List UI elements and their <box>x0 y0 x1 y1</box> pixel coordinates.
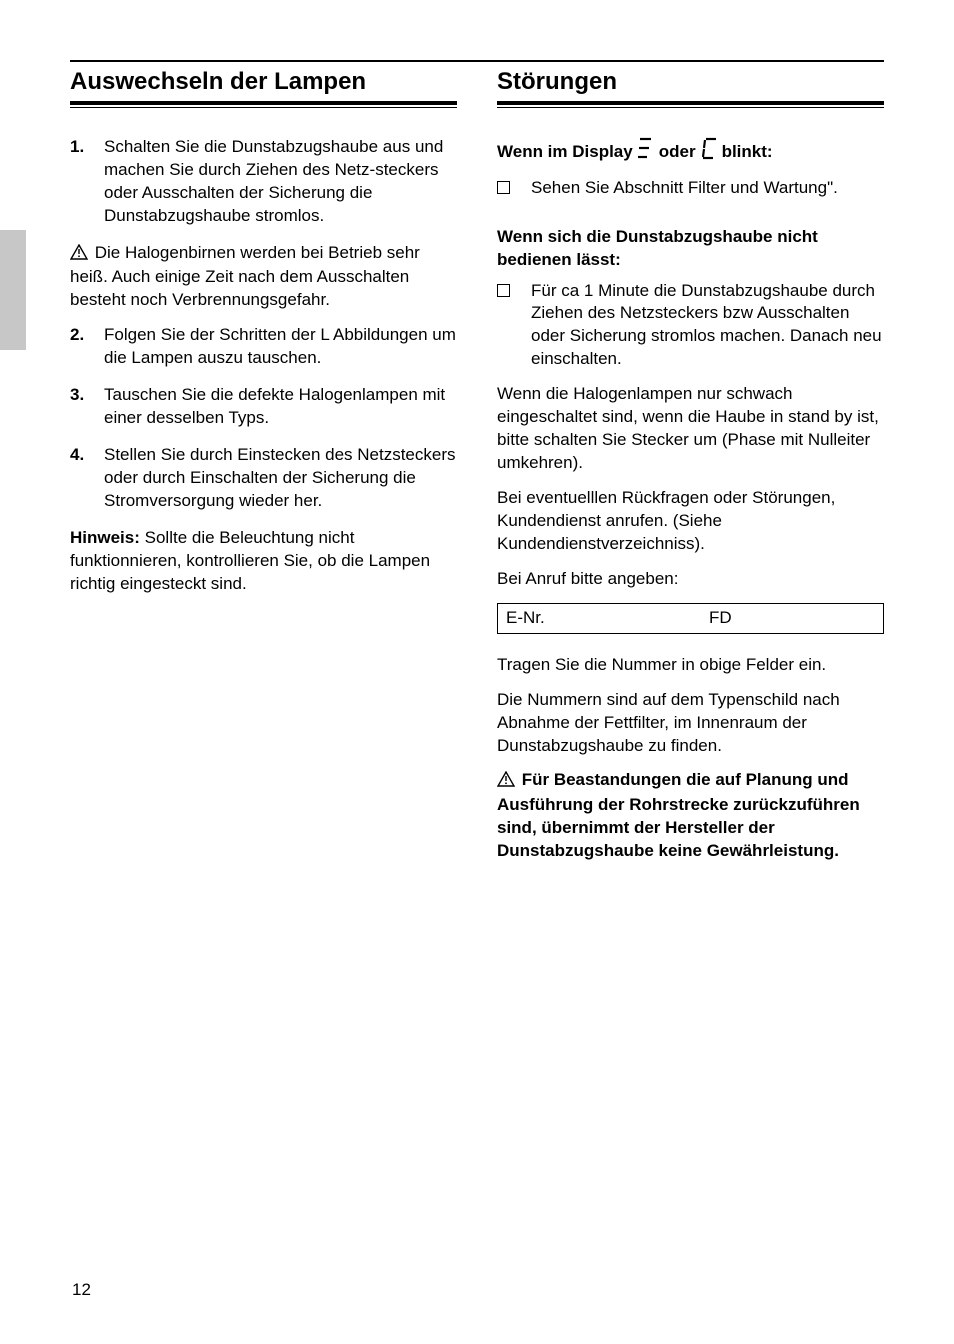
step-number: 1. <box>70 136 104 228</box>
warning-text: Für Beastandungen die auf Planung und Au… <box>497 770 860 860</box>
step-2: 2. Folgen Sie der Schritten der L Abbild… <box>70 324 457 370</box>
step-3: 3. Tauschen Sie die defekte Halogenlampe… <box>70 384 457 430</box>
subheading-no-operate: Wenn sich die Dunstabzugshaube nicht bed… <box>497 226 884 272</box>
steps-list-2: 2. Folgen Sie der Schritten der L Abbild… <box>70 324 457 513</box>
page-number: 12 <box>72 1280 91 1300</box>
step-text: Folgen Sie der Schritten der L Abbildung… <box>104 324 457 370</box>
subhead-text-a: Wenn im Display <box>497 141 633 164</box>
list-item: Sehen Sie Abschnitt Filter und Wartung". <box>497 177 884 200</box>
model-number-box: E-Nr. FD <box>497 603 884 634</box>
cell-fd: FD <box>709 607 875 630</box>
bullet-box-icon <box>497 177 531 200</box>
step-text: Tauschen Sie die defekte Halogenlampen m… <box>104 384 457 430</box>
step-number: 2. <box>70 324 104 370</box>
note-label: Hinweis: <box>70 528 140 547</box>
cell-enr: E-Nr. <box>506 607 709 630</box>
left-column: Auswechseln der Lampen 1. Schalten Sie d… <box>70 68 457 875</box>
rule-thick-left <box>70 101 457 105</box>
step-number: 3. <box>70 384 104 430</box>
list-item: Für ca 1 Minute die Dunstabzugshaube dur… <box>497 280 884 372</box>
paragraph: Die Nummern sind auf dem Typenschild nac… <box>497 689 884 758</box>
warning-text: Die Halogenbirnen werden bei Betrieb seh… <box>70 243 420 310</box>
bullet-list-2: Für ca 1 Minute die Dunstabzugshaube dur… <box>497 280 884 372</box>
bullet-box-icon <box>497 280 531 372</box>
segment-c-icon <box>700 136 718 169</box>
subhead-text-c: blinkt: <box>722 141 773 164</box>
table-row: E-Nr. FD <box>498 604 883 633</box>
bullet-text: Sehen Sie Abschnitt Filter und Wartung". <box>531 177 884 200</box>
steps-list-1: 1. Schalten Sie die Dunstabzugshaube aus… <box>70 136 457 228</box>
rule-thick-right <box>497 101 884 105</box>
step-4: 4. Stellen Sie durch Einstecken des Netz… <box>70 444 457 513</box>
paragraph: Bei Anruf bitte angeben: <box>497 568 884 591</box>
paragraph: Tragen Sie die Nummer in obige Felder ei… <box>497 654 884 677</box>
rule-thin-right <box>497 107 884 108</box>
step-text: Stellen Sie durch Einstecken des Netzste… <box>104 444 457 513</box>
heading-right: Störungen <box>497 68 884 97</box>
rule-thin-left <box>70 107 457 108</box>
subhead-text-b: oder <box>659 141 696 164</box>
side-tab <box>0 230 26 350</box>
warning-icon <box>70 244 88 267</box>
rule-top <box>70 60 884 62</box>
subheading-display-blink: Wenn im Display oder <box>497 136 884 169</box>
right-column: Störungen Wenn im Display oder <box>497 68 884 875</box>
bullet-text: Für ca 1 Minute die Dunstabzugshaube dur… <box>531 280 884 372</box>
heading-left: Auswechseln der Lampen <box>70 68 457 97</box>
warning-paragraph-1: Die Halogenbirnen werden bei Betrieb seh… <box>70 242 457 313</box>
warning-icon <box>497 771 515 794</box>
warning-paragraph-2: Für Beastandungen die auf Planung und Au… <box>497 769 884 863</box>
paragraph: Bei eventuelllen Rückfragen oder Störung… <box>497 487 884 556</box>
paragraph: Wenn die Halogenlampen nur schwach einge… <box>497 383 884 475</box>
bullet-list-1: Sehen Sie Abschnitt Filter und Wartung". <box>497 177 884 200</box>
page-content: Auswechseln der Lampen 1. Schalten Sie d… <box>0 0 954 915</box>
step-1: 1. Schalten Sie die Dunstabzugshaube aus… <box>70 136 457 228</box>
step-text: Schalten Sie die Dunstabzugshaube aus un… <box>104 136 457 228</box>
note-paragraph: Hinweis: Sollte die Beleuchtung nicht fu… <box>70 527 457 596</box>
segment-f-icon <box>637 136 655 169</box>
step-number: 4. <box>70 444 104 513</box>
